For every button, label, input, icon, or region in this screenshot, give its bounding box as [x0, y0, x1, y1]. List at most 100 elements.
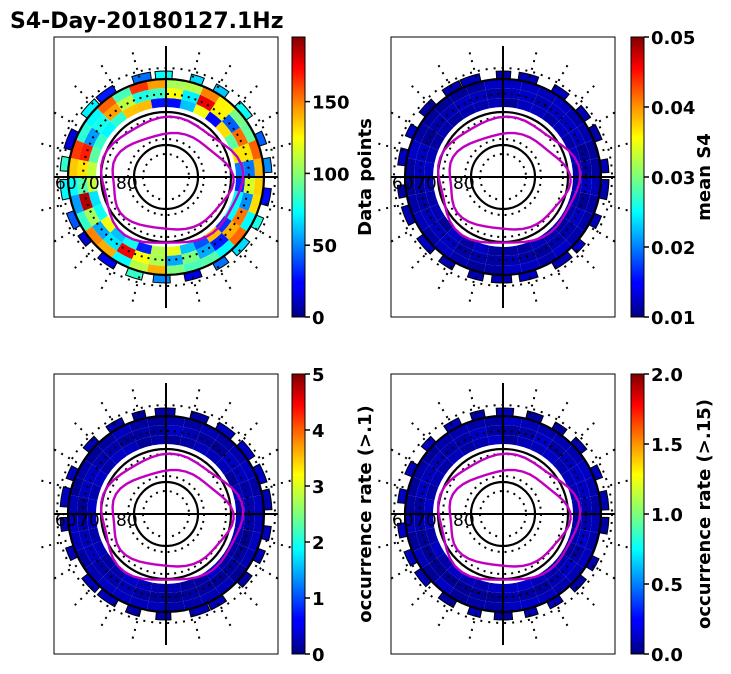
heatmap-cell — [248, 531, 263, 552]
heatmap-cell — [166, 416, 186, 427]
heatmap-cell — [196, 94, 216, 112]
heatmap-cell — [77, 159, 89, 177]
heatmap-cell — [103, 102, 123, 122]
heatmap-cell — [414, 177, 426, 195]
heatmap-cell — [146, 416, 166, 427]
heatmap-cell — [406, 531, 421, 552]
heatmap-cell — [433, 432, 454, 452]
heatmap-cell — [93, 203, 108, 221]
lat-label: 80 — [116, 511, 138, 531]
heatmap-cell — [240, 548, 257, 569]
heatmap-cell — [75, 211, 92, 232]
heatmap-cell — [516, 436, 534, 450]
heatmap-cell — [552, 458, 569, 476]
lat-label: 70 — [78, 174, 100, 194]
heatmap-cell — [552, 121, 569, 139]
heatmap-cell — [192, 104, 210, 119]
heatmap-cell — [483, 416, 503, 427]
heatmap-cell — [215, 121, 232, 139]
heatmap-cell — [503, 98, 519, 109]
heatmap-cell — [88, 190, 102, 208]
colorbar-gradient — [291, 36, 306, 318]
heatmap-cell — [215, 215, 232, 233]
heatmap-cell — [68, 514, 79, 534]
heatmap-cell — [111, 251, 132, 268]
heatmap-cell — [541, 111, 559, 128]
polar-grid — [376, 46, 630, 308]
heatmap-cell — [192, 235, 210, 250]
contour-inner — [111, 131, 235, 231]
heatmap-cell — [487, 435, 503, 446]
heatmap-cell — [69, 531, 84, 552]
heatmap-cell — [200, 588, 221, 605]
heatmap-cell — [87, 161, 98, 177]
heatmap-cell — [465, 80, 486, 95]
heatmap-cell — [231, 207, 249, 227]
heatmap-cell — [425, 146, 439, 164]
colorbar: 0.0 0.5 1.0 1.5 2.0 occurrence rate (>.15) — [630, 365, 715, 666]
heatmap-cell — [166, 245, 182, 256]
heatmap-cell — [183, 80, 204, 95]
heatmap-cell — [231, 127, 249, 147]
heatmap-cell — [529, 104, 547, 119]
heatmap-cell — [228, 107, 248, 128]
heatmap-cell — [128, 417, 149, 432]
heatmap-cell — [77, 177, 89, 195]
polar-grid — [376, 383, 630, 645]
heatmap-cell — [577, 548, 594, 569]
heatmap-cell — [590, 177, 601, 197]
lat-label: 60 — [392, 511, 414, 531]
heatmap-cell — [558, 114, 578, 134]
heatmap-cell — [100, 121, 117, 139]
heatmap-cell — [69, 476, 84, 497]
heatmap-cell — [238, 192, 254, 212]
heatmap-cell — [75, 548, 92, 569]
figure-title: S4-Day-20180127.1Hz — [10, 9, 284, 34]
heatmap-cell — [405, 514, 416, 534]
heatmap-cell — [196, 431, 216, 449]
heatmap-cell — [414, 159, 426, 177]
heatmap-cell — [111, 86, 132, 103]
heatmap-cell — [150, 245, 166, 256]
heatmap-cell — [459, 572, 477, 587]
heatmap-cell — [87, 498, 98, 514]
heatmap-cell — [238, 529, 254, 549]
heatmap-cell — [520, 596, 541, 611]
lat-label: 70 — [415, 511, 437, 531]
colorbar-tick-label: 0.01 — [651, 308, 695, 329]
heatmap-cell — [503, 601, 523, 612]
heatmap-cell — [100, 458, 117, 476]
heatmap-cell — [204, 448, 222, 465]
colorbar-gradient — [291, 373, 306, 655]
heatmap-cell — [575, 529, 591, 549]
heatmap-cell — [204, 563, 222, 580]
heatmap-cell — [166, 435, 182, 446]
heatmap-cell — [565, 226, 585, 247]
heatmap-cell — [183, 417, 204, 432]
heatmap-cell — [412, 548, 429, 569]
heatmap-cell — [110, 111, 128, 128]
heatmap-cell — [103, 569, 123, 589]
heatmap-cell — [552, 95, 573, 115]
colorbar-gradient — [630, 36, 645, 318]
heatmap-cell — [215, 432, 236, 452]
heatmap-cell — [516, 578, 534, 592]
heatmap-cell — [459, 441, 477, 456]
heatmap-cell — [135, 436, 153, 450]
heatmap-cell — [575, 192, 591, 212]
heatmap-cell — [414, 514, 426, 532]
heatmap-cell — [412, 459, 429, 480]
heatmap-cell — [430, 470, 445, 488]
heatmap-cell — [552, 552, 569, 570]
heatmap-cell — [111, 423, 132, 440]
heatmap-cell — [421, 226, 441, 247]
heatmap-cell — [96, 576, 117, 596]
colorbar-label: Data points — [355, 118, 376, 236]
heatmap-cell — [546, 569, 566, 589]
heatmap-cell — [68, 177, 79, 197]
colorbar-tick-label: 50 — [312, 236, 337, 257]
panel-3: 60 70 80 0 1 2 3 4 5 occurrence rate (>.1) — [39, 365, 376, 666]
heatmap-cell — [224, 470, 239, 488]
heatmap-cell — [196, 242, 216, 260]
heatmap-cell — [430, 133, 445, 151]
